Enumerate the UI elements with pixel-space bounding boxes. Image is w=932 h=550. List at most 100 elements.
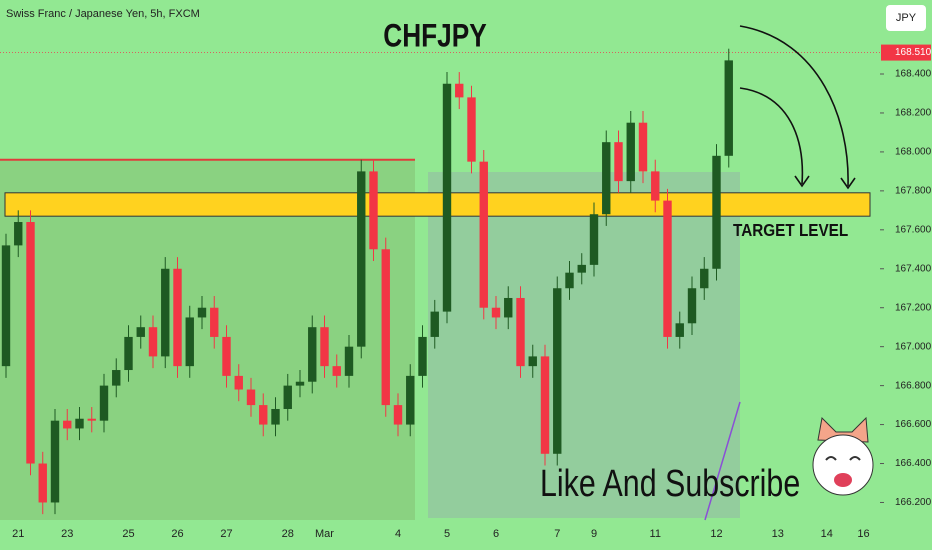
candle-body xyxy=(700,268,709,289)
candle-body xyxy=(442,83,452,312)
candle-body xyxy=(344,346,354,376)
candle-body xyxy=(491,307,501,318)
candle-body xyxy=(210,307,219,337)
candle-body xyxy=(602,142,611,215)
x-tick-label: 7 xyxy=(554,528,560,540)
candle-body xyxy=(393,405,403,425)
target-label: TARGET LEVEL xyxy=(733,220,848,240)
candle-body xyxy=(418,336,427,376)
candle-body xyxy=(479,161,488,308)
target-zone xyxy=(4,192,871,217)
x-tick-label: 6 xyxy=(493,528,499,540)
candle-body xyxy=(222,336,231,376)
arrow-head xyxy=(840,177,856,190)
candle-body xyxy=(467,97,476,162)
y-tick-label: 168.200 xyxy=(895,108,932,119)
last-price-label: 168.510 xyxy=(895,47,932,58)
x-tick-label: 5 xyxy=(444,528,450,540)
candle-body xyxy=(369,171,378,250)
cat-icon xyxy=(812,416,874,496)
candle-body xyxy=(406,375,415,425)
x-tick-label: 16 xyxy=(857,528,869,540)
candle-body xyxy=(626,122,635,182)
candle-body xyxy=(14,222,23,246)
arrow xyxy=(739,87,804,185)
candle-body xyxy=(148,327,158,357)
last-price-box xyxy=(881,44,931,61)
candle-body xyxy=(638,122,648,172)
candle-body xyxy=(283,385,292,409)
annotation: Like And Subscribe xyxy=(540,463,800,505)
x-tick-label: 25 xyxy=(122,528,134,540)
candle-body xyxy=(455,83,464,98)
x-tick-label: 9 xyxy=(591,528,597,540)
y-tick-label: 168.000 xyxy=(895,147,932,158)
x-tick-label: Mar xyxy=(315,528,334,540)
y-tick-label: 167.000 xyxy=(895,341,932,352)
candle-body xyxy=(712,155,721,269)
y-tick-label: 168.400 xyxy=(895,69,932,80)
y-tick-label: 167.200 xyxy=(895,302,932,313)
candle-body xyxy=(553,288,562,454)
x-tick-label: 26 xyxy=(171,528,183,540)
y-tick-label: 167.400 xyxy=(895,263,932,274)
trend-line xyxy=(704,401,741,521)
candle-body xyxy=(112,370,121,386)
chart-title: CHFJPY xyxy=(383,19,487,54)
candle-body xyxy=(357,171,366,347)
candle-body xyxy=(124,336,133,371)
candle-body xyxy=(614,142,623,182)
currency-button[interactable] xyxy=(886,5,926,31)
arrow xyxy=(739,25,849,187)
candle-body xyxy=(663,200,672,337)
candle-body xyxy=(136,327,145,337)
y-tick-label: 167.800 xyxy=(895,186,932,197)
candle-body xyxy=(185,317,194,367)
candle-body xyxy=(234,375,243,390)
candle-body xyxy=(197,307,207,318)
candle-body xyxy=(504,297,513,318)
candle-body xyxy=(528,356,537,367)
candle-body xyxy=(687,288,697,324)
plot xyxy=(0,48,884,515)
candle-body xyxy=(589,214,599,265)
candle-body xyxy=(540,356,550,454)
candle-body xyxy=(38,463,47,503)
candle-body xyxy=(295,381,305,386)
currency-label: JPY xyxy=(896,12,917,24)
candle-body xyxy=(577,264,586,273)
candle-body xyxy=(63,420,72,429)
candle-body xyxy=(565,272,574,289)
candle-body xyxy=(516,297,525,367)
x-tick-label: 4 xyxy=(395,528,401,540)
candle-body xyxy=(271,408,280,425)
candle-body xyxy=(75,418,84,429)
candle-body xyxy=(173,268,182,367)
x-tick-label: 23 xyxy=(61,528,73,540)
x-tick-label: 27 xyxy=(220,528,232,540)
y-tick-label: 166.200 xyxy=(895,497,932,508)
y-tick-label: 166.800 xyxy=(895,380,932,391)
candle-body xyxy=(651,171,660,201)
y-tick-label: 166.400 xyxy=(895,458,932,469)
x-tick-label: 28 xyxy=(282,528,294,540)
candle-body xyxy=(26,222,35,464)
candle-body xyxy=(381,249,390,406)
shaded-area xyxy=(0,160,415,520)
candle-body xyxy=(320,327,329,367)
candle-body xyxy=(99,385,109,421)
candle-body xyxy=(675,323,684,337)
candle-body xyxy=(430,311,439,337)
arrow-head xyxy=(794,175,810,188)
candle-body xyxy=(87,418,96,421)
subtitle: Swiss Franc / Japanese Yen, 5h, FXCM xyxy=(6,8,200,20)
candle-body xyxy=(1,245,11,367)
x-tick-label: 13 xyxy=(772,528,784,540)
y-tick-label: 167.600 xyxy=(895,224,932,235)
candle-body xyxy=(246,389,256,406)
x-tick-label: 14 xyxy=(821,528,833,540)
candle-body xyxy=(259,405,268,425)
